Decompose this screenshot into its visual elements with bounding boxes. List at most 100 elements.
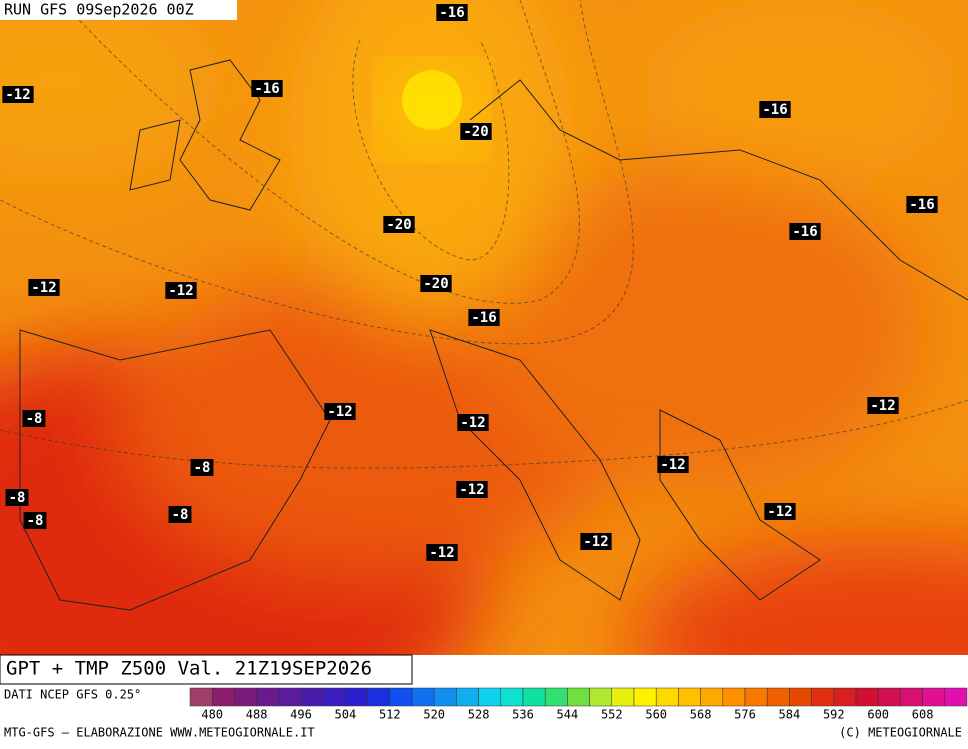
contour-label: -16 [906,196,938,213]
color-box [811,687,835,707]
color-box [433,687,457,707]
contour-label-text: -12 [583,534,608,550]
contour-label: -12 [580,533,612,550]
color-label: 560 [645,708,667,722]
title-box [0,654,413,685]
color-box [567,687,590,707]
color-label: 488 [246,708,268,722]
run-label: RUN GFS 09Sep2026 00Z [4,1,194,19]
contour-label: -20 [383,216,415,233]
color-box [722,687,746,707]
contour-label-text: -16 [909,197,934,213]
color-box [345,687,368,707]
contour-label: -12 [2,86,34,103]
contour-label-box [657,456,689,473]
contour-label: -16 [759,101,791,118]
contour-label: -8 [23,512,47,529]
contour-label: -20 [460,123,492,140]
contour-label-text: -20 [463,124,488,140]
color-box [389,687,413,707]
contour-label-box [22,410,46,427]
color-box [300,687,324,707]
color-bar: 480 488 496 504 512 520 528 536 544 552 560 568 576 5… [189,687,968,722]
contour-label-box [426,544,458,561]
color-box [922,687,946,707]
contour-label: -8 [22,410,46,427]
contour-label-box [789,223,821,240]
color-label: 552 [601,708,623,722]
color-box [944,687,968,707]
color-box [367,687,391,707]
color-box [877,687,901,707]
contour-label-text: -16 [762,102,787,118]
contour-label-text: -8 [27,513,44,529]
contour-label-text: -16 [439,5,464,21]
contour-label: -12 [764,503,796,520]
contour-label-box [383,216,415,233]
color-box [589,687,613,707]
color-box [189,687,213,707]
contour-label: -8 [5,489,29,506]
color-box [700,687,724,707]
color-label: 584 [779,708,801,722]
contour-label-box [5,489,29,506]
color-box [855,687,879,707]
contour-label-box [867,397,899,414]
color-box [322,687,346,707]
contour-label-text: -16 [254,81,279,97]
contour-label: -12 [165,282,197,299]
color-box [655,687,679,707]
contour-label-box [420,275,452,292]
color-label: 544 [557,708,579,722]
color-label: 536 [512,708,534,722]
contour-label: -8 [168,506,192,523]
color-box [478,687,502,707]
contour-label-text: -16 [792,224,817,240]
color-label: 576 [734,708,756,722]
color-box [278,687,302,707]
color-label: 480 [201,708,223,722]
contour-label: -16 [789,223,821,240]
contour-label-box [759,101,791,118]
color-box [611,687,635,707]
contour-label-text: -12 [327,404,352,420]
contour-label-box [436,4,468,21]
contour-label-box [251,80,283,97]
contour-label-box [2,86,34,103]
color-label: 496 [290,708,312,722]
contour-label-text: -12 [31,280,56,296]
contour-label: -16 [251,80,283,97]
color-label: 568 [690,708,712,722]
contour-label-box [190,459,214,476]
contour-label: -12 [426,544,458,561]
color-box [234,687,257,707]
contour-label: -12 [28,279,60,296]
contour-label-text: -8 [26,411,43,427]
contour-label-text: -12 [767,504,792,520]
contour-label-text: -20 [423,276,448,292]
contour-label-text: -20 [386,217,411,233]
contour-label-text: -12 [870,398,895,414]
contour-label-box [324,403,356,420]
color-box [522,687,546,707]
contour-label-box [906,196,938,213]
contour-label-box [457,414,489,431]
contour-label-box [165,282,197,299]
contour-label: -12 [456,481,488,498]
color-box [411,687,435,707]
color-box [633,687,657,707]
map-title: GPT + TMP Z500 Val. 21Z19SEP2026 [6,658,372,680]
contour-label-text: -12 [459,482,484,498]
contour-label-text: -8 [194,460,211,476]
color-box [678,687,701,707]
contour-label-box [168,506,192,523]
color-label: 528 [468,708,490,722]
contour-label-text: -8 [172,507,189,523]
color-box [211,687,235,707]
color-box [789,687,812,707]
contour-label-box [468,309,500,326]
color-label: 608 [912,708,934,722]
contour-label-text: -12 [429,545,454,561]
